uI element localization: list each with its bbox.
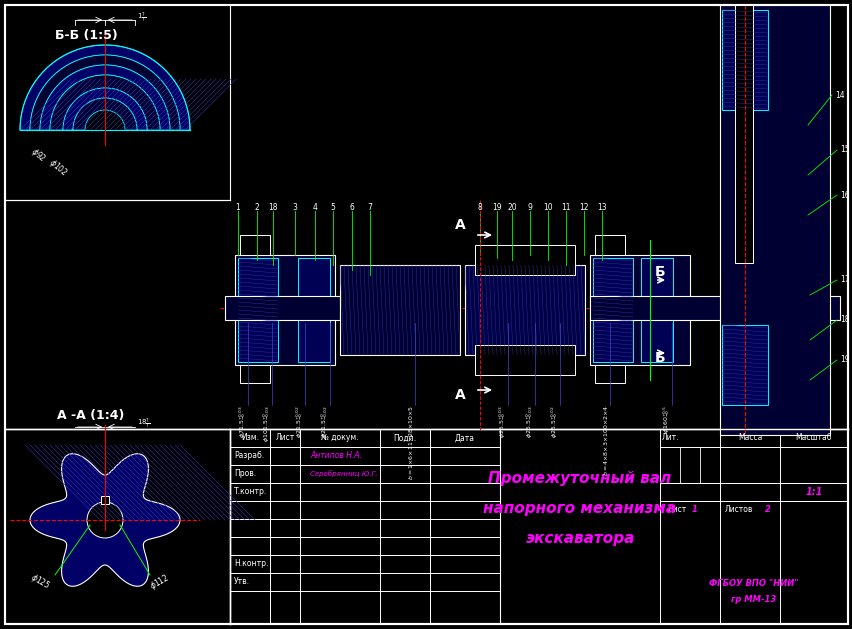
Bar [719, 5, 829, 435]
Text: 6: 6 [349, 203, 354, 211]
Text: 2: 2 [764, 506, 770, 515]
Text: Б: Б [654, 265, 665, 279]
Text: 1:1: 1:1 [804, 487, 821, 497]
Text: $\phi$125: $\phi$125 [27, 571, 52, 593]
Bar [239, 235, 270, 255]
Text: $\phi$92: $\phi$92 [28, 145, 49, 165]
Text: Масса: Масса [737, 433, 762, 442]
Text: 1: 1 [691, 506, 697, 515]
Bar [225, 296, 340, 320]
Text: 3: 3 [292, 203, 297, 211]
Bar [734, 5, 752, 263]
Text: 4: 4 [312, 203, 317, 211]
Text: Пров.: Пров. [233, 469, 256, 479]
Bar [595, 235, 625, 255]
Bar [340, 265, 459, 355]
Text: 10: 10 [543, 203, 552, 211]
Text: 8: 8 [477, 203, 482, 211]
Polygon shape [20, 45, 190, 130]
Text: Т.контр.: Т.контр. [233, 487, 267, 496]
Text: А -А (1:4): А -А (1:4) [57, 408, 124, 421]
Bar [464, 265, 584, 355]
Text: Н.контр.: Н.контр. [233, 560, 268, 569]
Text: 18: 18 [268, 203, 278, 211]
Text: 5: 5 [331, 203, 335, 211]
Polygon shape [30, 454, 180, 586]
Bar [238, 258, 278, 362]
Text: $\phi71.5^{+0.03}_{-0}$: $\phi71.5^{+0.03}_{-0}$ [237, 405, 248, 438]
Polygon shape [50, 75, 160, 130]
Text: ФГБОУ ВПО "НИИ": ФГБОУ ВПО "НИИ" [708, 579, 797, 589]
Text: $b{=}1{\times}6{\times}11{\times}28{\times}10{\times}5$: $b{=}1{\times}6{\times}11{\times}28{\tim… [406, 405, 415, 480]
Text: 13: 13 [596, 203, 606, 211]
Bar [101, 496, 109, 504]
Text: $\phi160^{+0.5}_{-0}$: $\phi160^{+0.5}_{-0}$ [660, 405, 671, 433]
Text: 19: 19 [492, 203, 501, 211]
Text: № докум.: № докум. [321, 433, 359, 442]
Bar [590, 255, 689, 365]
Text: Лит.: Лит. [660, 433, 678, 442]
Text: 14: 14 [834, 91, 843, 99]
Bar [475, 245, 574, 275]
Text: Промежуточный вал: Промежуточный вал [488, 472, 671, 486]
Text: Масштаб: Масштаб [795, 433, 832, 442]
Text: напорного механизма: напорного механизма [483, 501, 676, 516]
Text: Дата: Дата [454, 433, 475, 442]
Bar [640, 258, 672, 362]
Text: Б: Б [654, 351, 665, 365]
Text: Лист: Лист [667, 506, 687, 515]
Text: Утв.: Утв. [233, 577, 250, 586]
Bar [590, 296, 839, 320]
Text: $\phi$112: $\phi$112 [147, 571, 172, 593]
Text: $18\frac{?}{?}$: $18\frac{?}{?}$ [137, 417, 150, 431]
Text: Серебрянниц Ю.Г.: Серебрянниц Ю.Г. [309, 470, 377, 477]
Text: $\phi25.5^{+0.03}_{-0}$: $\phi25.5^{+0.03}_{-0}$ [497, 405, 508, 438]
Text: А: А [454, 388, 465, 402]
Bar [592, 258, 632, 362]
Text: 7: 7 [367, 203, 372, 211]
Text: $\phi101.5^{+0}_{-0.03}$: $\phi101.5^{+0}_{-0.03}$ [261, 405, 272, 442]
Text: 17: 17 [839, 276, 849, 284]
Text: $\phi$102: $\phi$102 [46, 157, 70, 180]
Text: 2: 2 [255, 203, 259, 211]
Text: Антипов Н.А.: Антипов Н.А. [309, 452, 361, 460]
Text: 12: 12 [579, 203, 588, 211]
Text: Б-Б (1:5): Б-Б (1:5) [55, 28, 118, 42]
Text: гр ММ-13: гр ММ-13 [730, 594, 775, 603]
Text: Разраб.: Разраб. [233, 452, 264, 460]
Polygon shape [30, 55, 180, 130]
Text: 1: 1 [235, 203, 240, 211]
Text: 20: 20 [507, 203, 516, 211]
Polygon shape [40, 65, 170, 130]
Text: Изм.: Изм. [241, 433, 259, 442]
Text: $\phi21.5^{+0.02}_{-0}$: $\phi21.5^{+0.02}_{-0}$ [294, 405, 305, 438]
Text: $\phi25.5^{+0}_{-0.03}$: $\phi25.5^{+0}_{-0.03}$ [524, 405, 534, 438]
Text: 19: 19 [839, 355, 849, 364]
Text: А: А [454, 218, 465, 232]
Text: $1\frac{?}{?}$: $1\frac{?}{?}$ [137, 11, 146, 25]
Bar [234, 255, 335, 365]
Text: Лист: Лист [275, 433, 294, 442]
Text: Листов: Листов [724, 506, 752, 515]
Circle shape [87, 502, 123, 538]
Bar [475, 345, 574, 375]
Text: Подп.: Подп. [393, 433, 416, 442]
Text: экскаватора: экскаватора [525, 532, 634, 547]
Text: 9: 9 [527, 203, 532, 211]
Bar [721, 10, 767, 110]
Text: $\phi21.5^{+0}_{-0.02}$: $\phi21.5^{+0}_{-0.02}$ [319, 405, 330, 438]
Bar [239, 365, 270, 383]
Polygon shape [63, 88, 147, 130]
Text: 16: 16 [839, 191, 849, 199]
Text: 15: 15 [839, 145, 849, 155]
Polygon shape [73, 98, 137, 130]
Text: $\phi25.5^{+0.02}_{-0}$: $\phi25.5^{+0.02}_{-0}$ [549, 405, 560, 438]
Text: $b{=}4{\times}8{\times}3{\times}100{\times}2{\times}4$: $b{=}4{\times}8{\times}3{\times}100{\tim… [602, 405, 609, 476]
Bar [595, 365, 625, 383]
Text: 11: 11 [561, 203, 570, 211]
Bar [721, 325, 767, 405]
Bar [297, 258, 330, 362]
Text: 18: 18 [839, 316, 849, 325]
